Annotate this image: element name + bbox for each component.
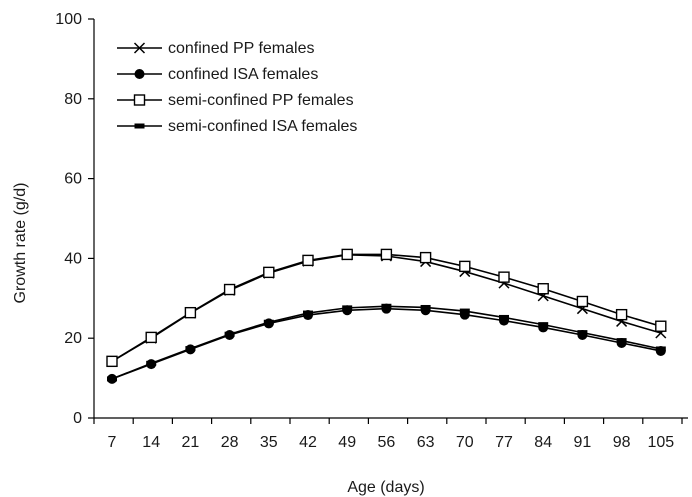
legend-marker [134,123,145,129]
y-tick-label: 100 [55,11,82,28]
y-tick-label: 0 [73,410,82,427]
series-line [111,307,661,380]
x-tick-label: 28 [221,434,239,451]
series-layer [106,248,667,384]
data-point [419,251,432,264]
data-point [263,266,275,279]
data-point [577,330,588,336]
legend-item: confined PP females [117,40,314,57]
data-point [185,346,196,352]
x-axis-title: Age (days) [347,479,424,496]
x-tick-label: 77 [495,434,513,451]
data-point [342,305,353,311]
data-point [655,320,667,332]
legend-label: semi-confined PP females [168,92,354,109]
y-tick-label: 20 [64,330,82,347]
data-point [145,331,157,344]
axes [93,19,688,419]
data-point [615,308,628,321]
x-tick-label: 105 [647,434,674,451]
x-tick-label: 21 [182,434,200,451]
x-ticks: 7 14 21 28 35 42 49 56 63 70 77 84 91 98 105 [93,418,683,451]
data-point [224,331,235,337]
series-4 [107,303,666,382]
data-point [616,338,627,344]
legend-item: confined ISA females [117,66,318,83]
data-point [184,306,197,319]
data-point [302,254,314,267]
x-tick-label: 7 [108,434,117,451]
legend-label: confined ISA females [168,66,318,83]
x-tick-label: 91 [574,434,592,451]
x-tick-label: 84 [534,434,552,451]
y-axis-title: Growth rate (g/d) [12,183,29,304]
data-point [538,322,549,328]
data-point [655,346,666,352]
data-point [223,283,236,296]
data-point [498,271,510,283]
y-tick-label: 60 [64,171,82,188]
y-tick-label: 80 [64,91,82,108]
x-tick-label: 49 [338,434,356,451]
data-point [146,360,157,366]
data-point [263,319,274,325]
y-ticks: 0 20 40 60 80 100 [55,11,94,427]
data-point [499,314,509,320]
legend: confined PP females confined ISA females s… [117,40,357,135]
x-tick-label: 63 [417,434,435,451]
data-point [381,303,392,309]
x-tick-label: 42 [299,434,317,451]
y-tick-label: 40 [64,250,82,267]
x-tick-label: 98 [613,434,631,451]
x-tick-label: 56 [378,434,396,451]
x-tick-label: 35 [260,434,278,451]
legend-label: semi-confined ISA females [168,118,357,135]
data-point [106,355,118,368]
legend-marker [133,42,146,54]
legend-item: semi-confined PP females [117,92,354,109]
x-tick-label: 14 [142,434,160,451]
legend-marker [133,94,146,106]
data-point [380,248,393,261]
data-point [459,260,471,273]
data-point [341,248,353,261]
data-point [107,376,117,382]
legend-item: semi-confined ISA females [117,118,357,135]
data-point [420,304,431,310]
data-point [459,308,470,314]
data-point [576,295,589,308]
data-point [537,283,549,295]
legend-marker [134,69,145,79]
series-3 [106,248,667,368]
x-tick-label: 70 [456,434,474,451]
data-point [303,310,313,316]
legend-label: confined PP females [168,40,314,57]
